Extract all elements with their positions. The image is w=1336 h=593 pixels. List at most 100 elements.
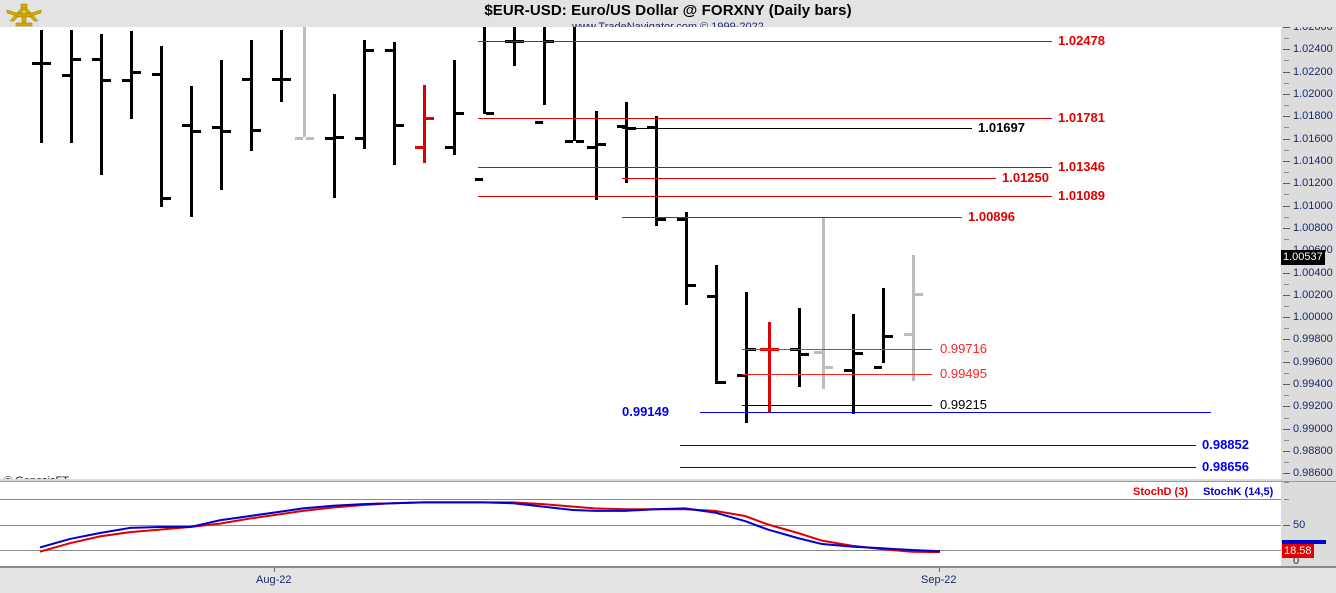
- ohlc-bar[interactable]: [882, 288, 885, 363]
- price-axis-tick: [1283, 428, 1290, 430]
- ohlc-open-tick: [535, 120, 543, 124]
- ohlc-open-tick: [814, 350, 822, 354]
- ohlc-open-tick: [677, 217, 685, 221]
- price-axis-label: 1.01000: [1293, 199, 1333, 212]
- price-level-line[interactable]: [622, 177, 996, 179]
- ohlc-bar[interactable]: [595, 110, 598, 200]
- price-level-line[interactable]: [478, 166, 1052, 168]
- ohlc-bar[interactable]: [798, 308, 801, 388]
- ohlc-close-tick: [546, 40, 554, 44]
- ohlc-open-tick: [212, 126, 220, 130]
- price-axis-minor-tick: [1284, 350, 1289, 352]
- ohlc-bar[interactable]: [685, 212, 688, 305]
- ohlc-bar[interactable]: [745, 291, 748, 424]
- ohlc-bar[interactable]: [333, 93, 336, 198]
- ohlc-open-tick: [385, 49, 393, 53]
- price-axis-label: 1.00600: [1293, 245, 1333, 256]
- price-axis[interactable]: 1.02600 1.02400 1.02200 1.02000 1.01800 1.016…: [1281, 27, 1336, 479]
- price-axis-tick: [1283, 71, 1290, 73]
- price-level-line[interactable]: [478, 40, 1052, 42]
- price-axis-minor-tick: [1284, 194, 1289, 196]
- price-axis-minor-tick: [1284, 395, 1289, 397]
- price-axis-tick: [1283, 49, 1290, 51]
- ohlc-bar[interactable]: [912, 254, 915, 381]
- ohlc-close-tick: [771, 348, 779, 352]
- price-axis-minor-tick: [1284, 105, 1289, 107]
- price-level-line[interactable]: [680, 467, 1196, 469]
- ohlc-bar[interactable]: [453, 60, 456, 156]
- ohlc-close-tick: [223, 129, 231, 133]
- price-axis-tick: [1283, 384, 1290, 386]
- price-chart-pane[interactable]: 1.02478 1.01781 1.01697 1.01346 1.01250 1.010…: [0, 27, 1282, 479]
- ohlc-bar[interactable]: [483, 27, 486, 115]
- ohlc-bar[interactable]: [100, 33, 103, 176]
- date-axis[interactable]: Aug-22 Sep-22: [0, 566, 1336, 593]
- price-axis-tick: [1283, 205, 1290, 207]
- price-axis-minor-tick: [1284, 328, 1289, 330]
- ohlc-bar[interactable]: [280, 30, 283, 102]
- ohlc-bar[interactable]: [768, 321, 771, 414]
- price-level-line[interactable]: [700, 412, 1211, 414]
- indicator-axis-tick: [1283, 524, 1290, 526]
- price-level-label: 0.99215: [940, 396, 987, 412]
- ohlc-bar[interactable]: [573, 27, 576, 141]
- ohlc-bar[interactable]: [220, 60, 223, 190]
- price-axis-minor-tick: [1284, 60, 1289, 62]
- ohlc-bar[interactable]: [363, 40, 366, 149]
- ohlc-open-tick: [760, 348, 768, 352]
- ohlc-bar[interactable]: [423, 85, 426, 164]
- price-axis-tick: [1283, 27, 1290, 28]
- price-level-label: 1.01250: [1002, 169, 1049, 185]
- ohlc-bar[interactable]: [513, 27, 516, 67]
- ohlc-open-tick: [32, 61, 40, 65]
- ohlc-bar[interactable]: [543, 27, 546, 106]
- price-axis-label: 0.99400: [1293, 378, 1333, 391]
- price-axis-tick: [1283, 406, 1290, 408]
- ohlc-bar[interactable]: [40, 30, 43, 144]
- price-level-line[interactable]: [478, 118, 1052, 120]
- price-level-label: 1.02478: [1058, 32, 1105, 48]
- ohlc-bar[interactable]: [130, 31, 133, 119]
- price-level-label: 1.01697: [978, 119, 1025, 135]
- ohlc-open-tick: [445, 146, 453, 150]
- ohlc-bar[interactable]: [822, 216, 825, 389]
- ohlc-bar[interactable]: [303, 27, 306, 138]
- chart-header: $EUR-USD: Euro/US Dollar @ FORXNY (Daily…: [0, 0, 1336, 33]
- ohlc-bar[interactable]: [250, 40, 253, 151]
- price-level-line[interactable]: [478, 195, 1052, 197]
- stochastic-indicator-pane[interactable]: [0, 481, 1282, 567]
- indicator-current-value-marker: 18.58: [1282, 544, 1314, 559]
- ohlc-bar[interactable]: [655, 116, 658, 226]
- ohlc-close-tick: [456, 111, 464, 115]
- ohlc-bar[interactable]: [625, 101, 628, 184]
- price-axis-minor-tick: [1284, 216, 1289, 218]
- price-axis-label: 1.01200: [1293, 177, 1333, 190]
- page-title: $EUR-USD: Euro/US Dollar @ FORXNY (Daily…: [484, 2, 852, 19]
- ohlc-bar[interactable]: [852, 313, 855, 415]
- ohlc-close-tick: [628, 127, 636, 131]
- ohlc-open-tick: [152, 72, 160, 76]
- price-axis-tick: [1283, 294, 1290, 296]
- price-axis-label: 1.02400: [1293, 43, 1333, 56]
- price-axis-label: 0.98800: [1293, 445, 1333, 458]
- price-level-line[interactable]: [742, 404, 932, 406]
- ohlc-bar[interactable]: [715, 264, 718, 385]
- ohlc-open-tick: [272, 78, 280, 82]
- price-level-line[interactable]: [680, 445, 1196, 447]
- price-axis-label: 1.01400: [1293, 154, 1333, 167]
- ohlc-bar[interactable]: [190, 86, 193, 217]
- ohlc-bar[interactable]: [70, 30, 73, 144]
- price-level-line[interactable]: [742, 348, 932, 350]
- price-level-line[interactable]: [742, 373, 932, 375]
- price-level-line[interactable]: [622, 217, 962, 219]
- ohlc-close-tick: [306, 137, 314, 141]
- ohlc-bar[interactable]: [160, 45, 163, 207]
- price-level-line[interactable]: [622, 127, 972, 129]
- ohlc-bar[interactable]: [393, 41, 396, 166]
- ohlc-open-tick: [617, 125, 625, 129]
- ohlc-close-tick: [915, 292, 923, 296]
- indicator-axis[interactable]: 50 0 18.58: [1281, 481, 1336, 567]
- current-price-marker: 1.00537: [1281, 250, 1325, 266]
- price-axis-minor-tick: [1284, 283, 1289, 285]
- price-axis-tick: [1283, 272, 1290, 274]
